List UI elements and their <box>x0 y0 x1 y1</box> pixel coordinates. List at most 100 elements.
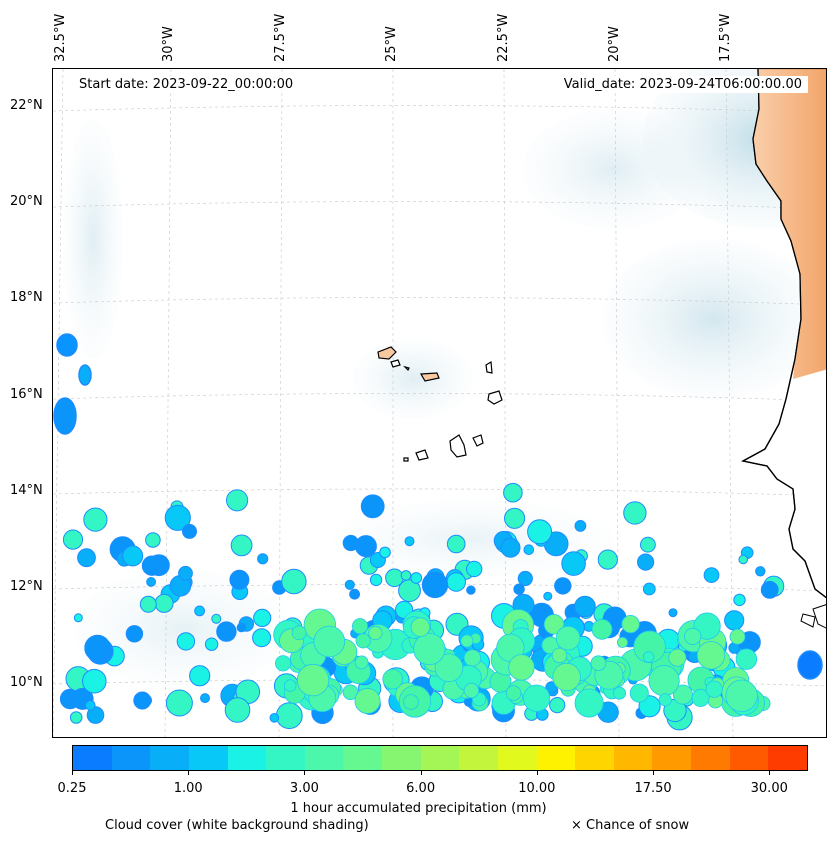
precip-cell-core <box>705 680 723 698</box>
precip-cell-core <box>643 651 655 663</box>
precip-cell <box>141 555 163 576</box>
precip-cell <box>527 519 553 545</box>
lat-label: 20°N <box>10 194 43 209</box>
colorbar-swatch <box>459 746 498 770</box>
precip-cell-core <box>291 625 307 641</box>
isolated-precip-cells <box>53 333 823 680</box>
precip-cell <box>164 504 191 531</box>
precip-cell-core <box>505 685 522 701</box>
cloud-cover-note: Cloud cover (white background shading) <box>105 818 369 833</box>
precip-cell <box>281 568 307 595</box>
precip-cell-core <box>591 618 613 640</box>
precip-cell-core <box>552 662 581 692</box>
precip-cell <box>637 553 655 571</box>
precip-cell-core <box>621 614 640 634</box>
colorbar-swatch <box>652 746 691 770</box>
map-panel[interactable] <box>52 68 827 738</box>
precip-cell <box>125 625 144 643</box>
precip-cell-core <box>403 694 419 710</box>
precip-cell <box>513 583 525 595</box>
start-date-label: Start date: 2023-09-22_00:00:00 <box>73 76 300 93</box>
colorbar-swatch <box>768 746 807 770</box>
precip-cell-core <box>275 655 292 672</box>
colorbar-swatch <box>497 746 537 770</box>
colorbar-tick-label: 10.00 <box>518 781 556 796</box>
precip-cell-core <box>658 693 672 707</box>
colorbar-tick-mark <box>536 771 538 775</box>
precip-cell-core <box>693 612 721 640</box>
lat-label: 10°N <box>10 675 43 690</box>
precip-cell <box>466 560 483 578</box>
precip-cell <box>410 572 423 584</box>
precip-cell <box>176 632 196 651</box>
precip-cell <box>574 520 587 532</box>
precip-cell-core <box>574 688 604 718</box>
precip-cell-core <box>648 665 680 697</box>
precip-cell <box>404 536 415 547</box>
precip-cell <box>738 554 749 565</box>
precip-cell-core <box>543 614 565 635</box>
precip-cell <box>733 593 746 607</box>
precip-cell-core <box>355 633 371 649</box>
precip-cell <box>82 668 107 694</box>
precip-cell <box>252 628 272 648</box>
precip-cell-core <box>633 630 666 664</box>
precipitation-field <box>59 482 785 731</box>
precip-cell-core <box>463 649 482 667</box>
colorbar-tick-mark <box>420 771 422 775</box>
precip-cell <box>211 613 222 624</box>
precip-cell <box>84 634 111 662</box>
precip-cell <box>230 534 253 557</box>
precip-cell <box>83 507 108 532</box>
precip-cell <box>574 595 596 618</box>
precip-cell <box>178 565 193 581</box>
precip-cell <box>446 572 467 592</box>
precip-cell <box>724 610 745 631</box>
precip-cell-core <box>522 684 551 712</box>
colorbar-tick-label: 1.00 <box>173 781 203 796</box>
lat-label: 18°N <box>10 290 43 305</box>
precip-cell <box>269 713 280 723</box>
lat-label: 14°N <box>10 483 43 498</box>
precip-cell <box>503 482 523 503</box>
cloud-cover-shading <box>63 69 826 689</box>
precip-cell <box>623 501 647 525</box>
precip-cell <box>642 582 656 596</box>
precip-cell <box>500 537 521 558</box>
precip-cell-core <box>691 688 710 707</box>
colorbar-tick-label: 17.50 <box>634 781 672 796</box>
colorbar-tick-label: 3.00 <box>289 781 319 796</box>
precip-cell <box>523 544 535 556</box>
precip-cell <box>236 622 247 633</box>
lat-label: 12°N <box>10 579 43 594</box>
colorbar-label: 1 hour accumulated precipitation (mm) <box>290 801 547 816</box>
precip-cell-core <box>296 663 330 697</box>
precip-cell <box>543 591 553 601</box>
precip-cell <box>554 577 572 595</box>
precip-cell <box>379 546 391 559</box>
precip-cell <box>224 697 251 723</box>
precip-cell <box>360 494 385 519</box>
valid-date-label: Valid_date: 2023-09-24T06:00:00.00 <box>557 76 808 93</box>
colorbar-swatch <box>227 746 267 770</box>
precip-cell <box>154 593 174 613</box>
precip-cell-core <box>351 618 368 635</box>
precip-cell-core <box>617 636 629 648</box>
precip-cell-core <box>463 682 480 699</box>
precip-cell <box>226 489 249 512</box>
precip-cell <box>446 534 466 554</box>
colorbar-swatch <box>343 746 382 770</box>
precip-cell <box>257 553 269 565</box>
colorbar-tick-mark <box>304 771 306 775</box>
precip-cell-core <box>410 617 431 637</box>
precip-cell-core <box>668 648 687 667</box>
precip-cell <box>463 697 474 707</box>
precip-cell <box>668 608 678 618</box>
colorbar-tick-mark <box>188 771 190 775</box>
precip-cell <box>145 532 161 548</box>
colorbar-swatch <box>73 746 112 770</box>
precip-cell-core <box>508 654 535 681</box>
precip-cell <box>369 573 383 587</box>
precip-cell <box>342 534 359 552</box>
precip-cell <box>216 621 237 642</box>
